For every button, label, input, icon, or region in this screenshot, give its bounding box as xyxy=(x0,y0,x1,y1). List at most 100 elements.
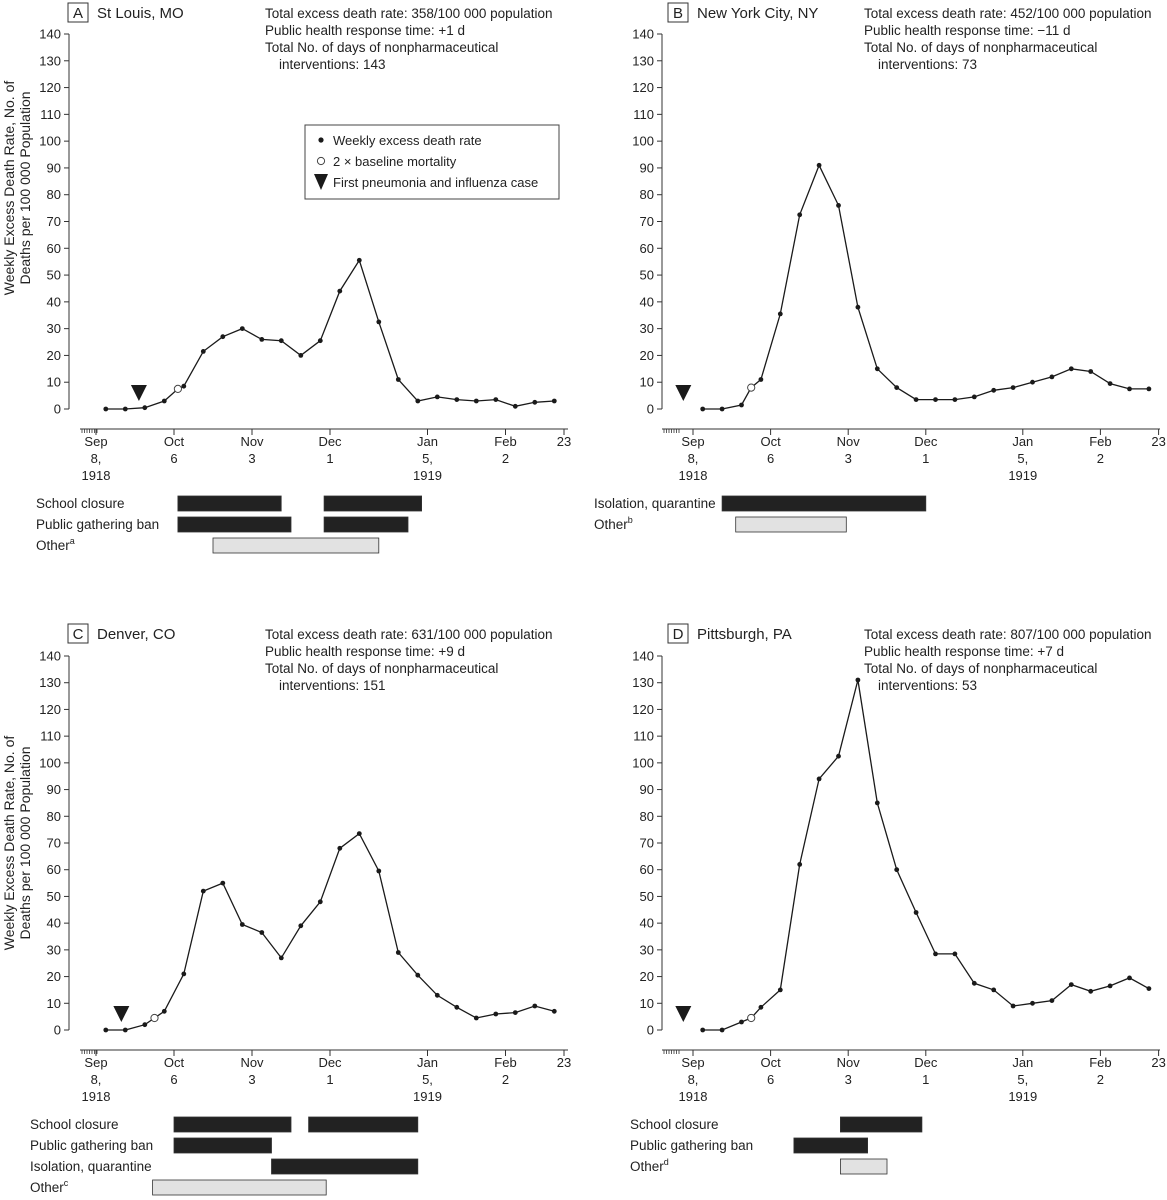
x-tick-label: Nov xyxy=(837,434,861,449)
x-tick-label: 1918 xyxy=(82,1089,111,1104)
data-point xyxy=(952,397,958,402)
y-tick-label: 140 xyxy=(39,27,61,42)
data-point xyxy=(1107,381,1113,386)
y-tick-label: 100 xyxy=(632,755,654,770)
y-tick-label: 0 xyxy=(54,402,61,417)
data-point xyxy=(719,406,725,412)
baseline-marker xyxy=(747,1013,756,1023)
data-point xyxy=(278,955,284,961)
data-point xyxy=(797,862,803,867)
x-tick-label: 1918 xyxy=(679,468,708,483)
intervention-bar xyxy=(173,1137,272,1154)
y-tick-label: 50 xyxy=(47,889,61,904)
x-tick-label: 1 xyxy=(326,1072,333,1087)
data-point xyxy=(1146,986,1152,991)
panel-stat-line: Total excess death rate: 807/100 000 pop… xyxy=(864,627,1151,642)
legend-open-circle-icon xyxy=(316,156,326,166)
x-tick-label: Oct xyxy=(760,1055,781,1070)
intervention-label: Isolation, quarantine xyxy=(30,1159,152,1174)
panel-stat-line: Public health response time: −11 d xyxy=(864,23,1071,38)
data-point xyxy=(278,338,284,344)
y-tick-label: 30 xyxy=(47,321,61,336)
data-point xyxy=(298,353,304,358)
data-point xyxy=(551,398,557,404)
panel-stat-line: Total No. of days of nonpharmaceutical xyxy=(864,40,1097,55)
baseline-marker xyxy=(747,383,756,392)
intervention-label: School closure xyxy=(630,1117,719,1132)
y-tick-label: 50 xyxy=(47,268,61,283)
intervention-bar xyxy=(840,1116,923,1133)
data-point xyxy=(512,1010,518,1015)
y-tick-label: 50 xyxy=(640,889,654,904)
x-tick-label: Dec xyxy=(914,434,938,449)
y-tick-label: 80 xyxy=(640,809,654,824)
intervention-label: Otherb xyxy=(594,515,633,532)
x-tick-label: Jan xyxy=(417,1055,438,1070)
x-tick-label: 8, xyxy=(91,1072,102,1087)
y-tick-label: 40 xyxy=(640,916,654,931)
data-point xyxy=(700,406,706,412)
x-tick-label: Dec xyxy=(318,434,342,449)
y-tick-label: 80 xyxy=(47,809,61,824)
x-tick-label: Jan xyxy=(1012,434,1033,449)
data-point xyxy=(1030,379,1035,385)
data-point xyxy=(434,394,440,400)
intervention-label: Otherc xyxy=(30,1178,69,1195)
data-point xyxy=(816,776,822,782)
data-point xyxy=(493,1011,499,1017)
y-tick-label: 20 xyxy=(47,969,61,984)
data-point xyxy=(142,405,148,411)
data-point xyxy=(933,397,938,402)
panel-a: A St Louis, MO Total excess death rate: 35… xyxy=(36,2,571,554)
x-tick-label: 5, xyxy=(1017,1072,1028,1087)
y-tick-label: 80 xyxy=(47,187,61,202)
data-point xyxy=(971,980,977,986)
y-tick-label: 140 xyxy=(632,27,654,42)
series-line xyxy=(105,258,555,410)
data-point xyxy=(532,399,538,405)
panel-d: D Pittsburgh, PA Total excess death rate: … xyxy=(630,623,1166,1175)
y-tick-label: 0 xyxy=(54,1023,61,1038)
x-tick-label: 5, xyxy=(422,1072,433,1087)
y-tick-label: 90 xyxy=(640,782,654,797)
data-point xyxy=(181,971,187,977)
y-tick-label: 0 xyxy=(647,402,654,417)
intervention-label: Otherd xyxy=(630,1157,669,1174)
data-point xyxy=(161,1008,167,1014)
y-axis-label-top-line2: Deaths per 100 000 Population xyxy=(17,91,33,284)
data-point xyxy=(415,398,421,404)
data-point xyxy=(122,1027,128,1033)
y-tick-label: 70 xyxy=(47,836,61,851)
intervention-bar xyxy=(271,1158,419,1175)
data-point xyxy=(415,972,421,978)
y-tick-label: 20 xyxy=(47,348,61,363)
intervention-label: School closure xyxy=(30,1117,119,1132)
panel-city-title: Denver, CO xyxy=(97,626,175,643)
y-tick-label: 130 xyxy=(39,53,61,68)
y-tick-label: 130 xyxy=(632,675,654,690)
data-point xyxy=(454,1004,460,1010)
y-tick-label: 90 xyxy=(47,160,61,175)
panel-letter-box xyxy=(67,2,89,23)
x-tick-label: 1918 xyxy=(679,1089,708,1104)
panel-stat-line: Public health response time: +7 d xyxy=(864,644,1064,659)
y-tick-label: 50 xyxy=(640,268,654,283)
intervention-bar xyxy=(840,1158,888,1175)
panel-city-title: Pittsburgh, PA xyxy=(697,626,792,643)
data-point xyxy=(122,406,128,412)
data-point xyxy=(758,1004,764,1010)
intervention-bar xyxy=(177,516,292,533)
y-tick-label: 70 xyxy=(47,214,61,229)
y-tick-label: 30 xyxy=(640,942,654,957)
legend-item-label: 2 × baseline mortality xyxy=(333,154,457,169)
x-tick-label: 1918 xyxy=(82,468,111,483)
y-axis-label-bottom-line1: Weekly Excess Death Rate, No. of xyxy=(1,736,17,951)
data-point xyxy=(239,922,245,927)
y-tick-label: 30 xyxy=(47,942,61,957)
x-tick-label: 23 xyxy=(557,1055,571,1070)
data-point xyxy=(376,319,382,325)
data-point xyxy=(1127,975,1132,981)
x-tick-label: 6 xyxy=(170,1072,177,1087)
data-point xyxy=(855,677,861,683)
y-tick-label: 80 xyxy=(640,187,654,202)
